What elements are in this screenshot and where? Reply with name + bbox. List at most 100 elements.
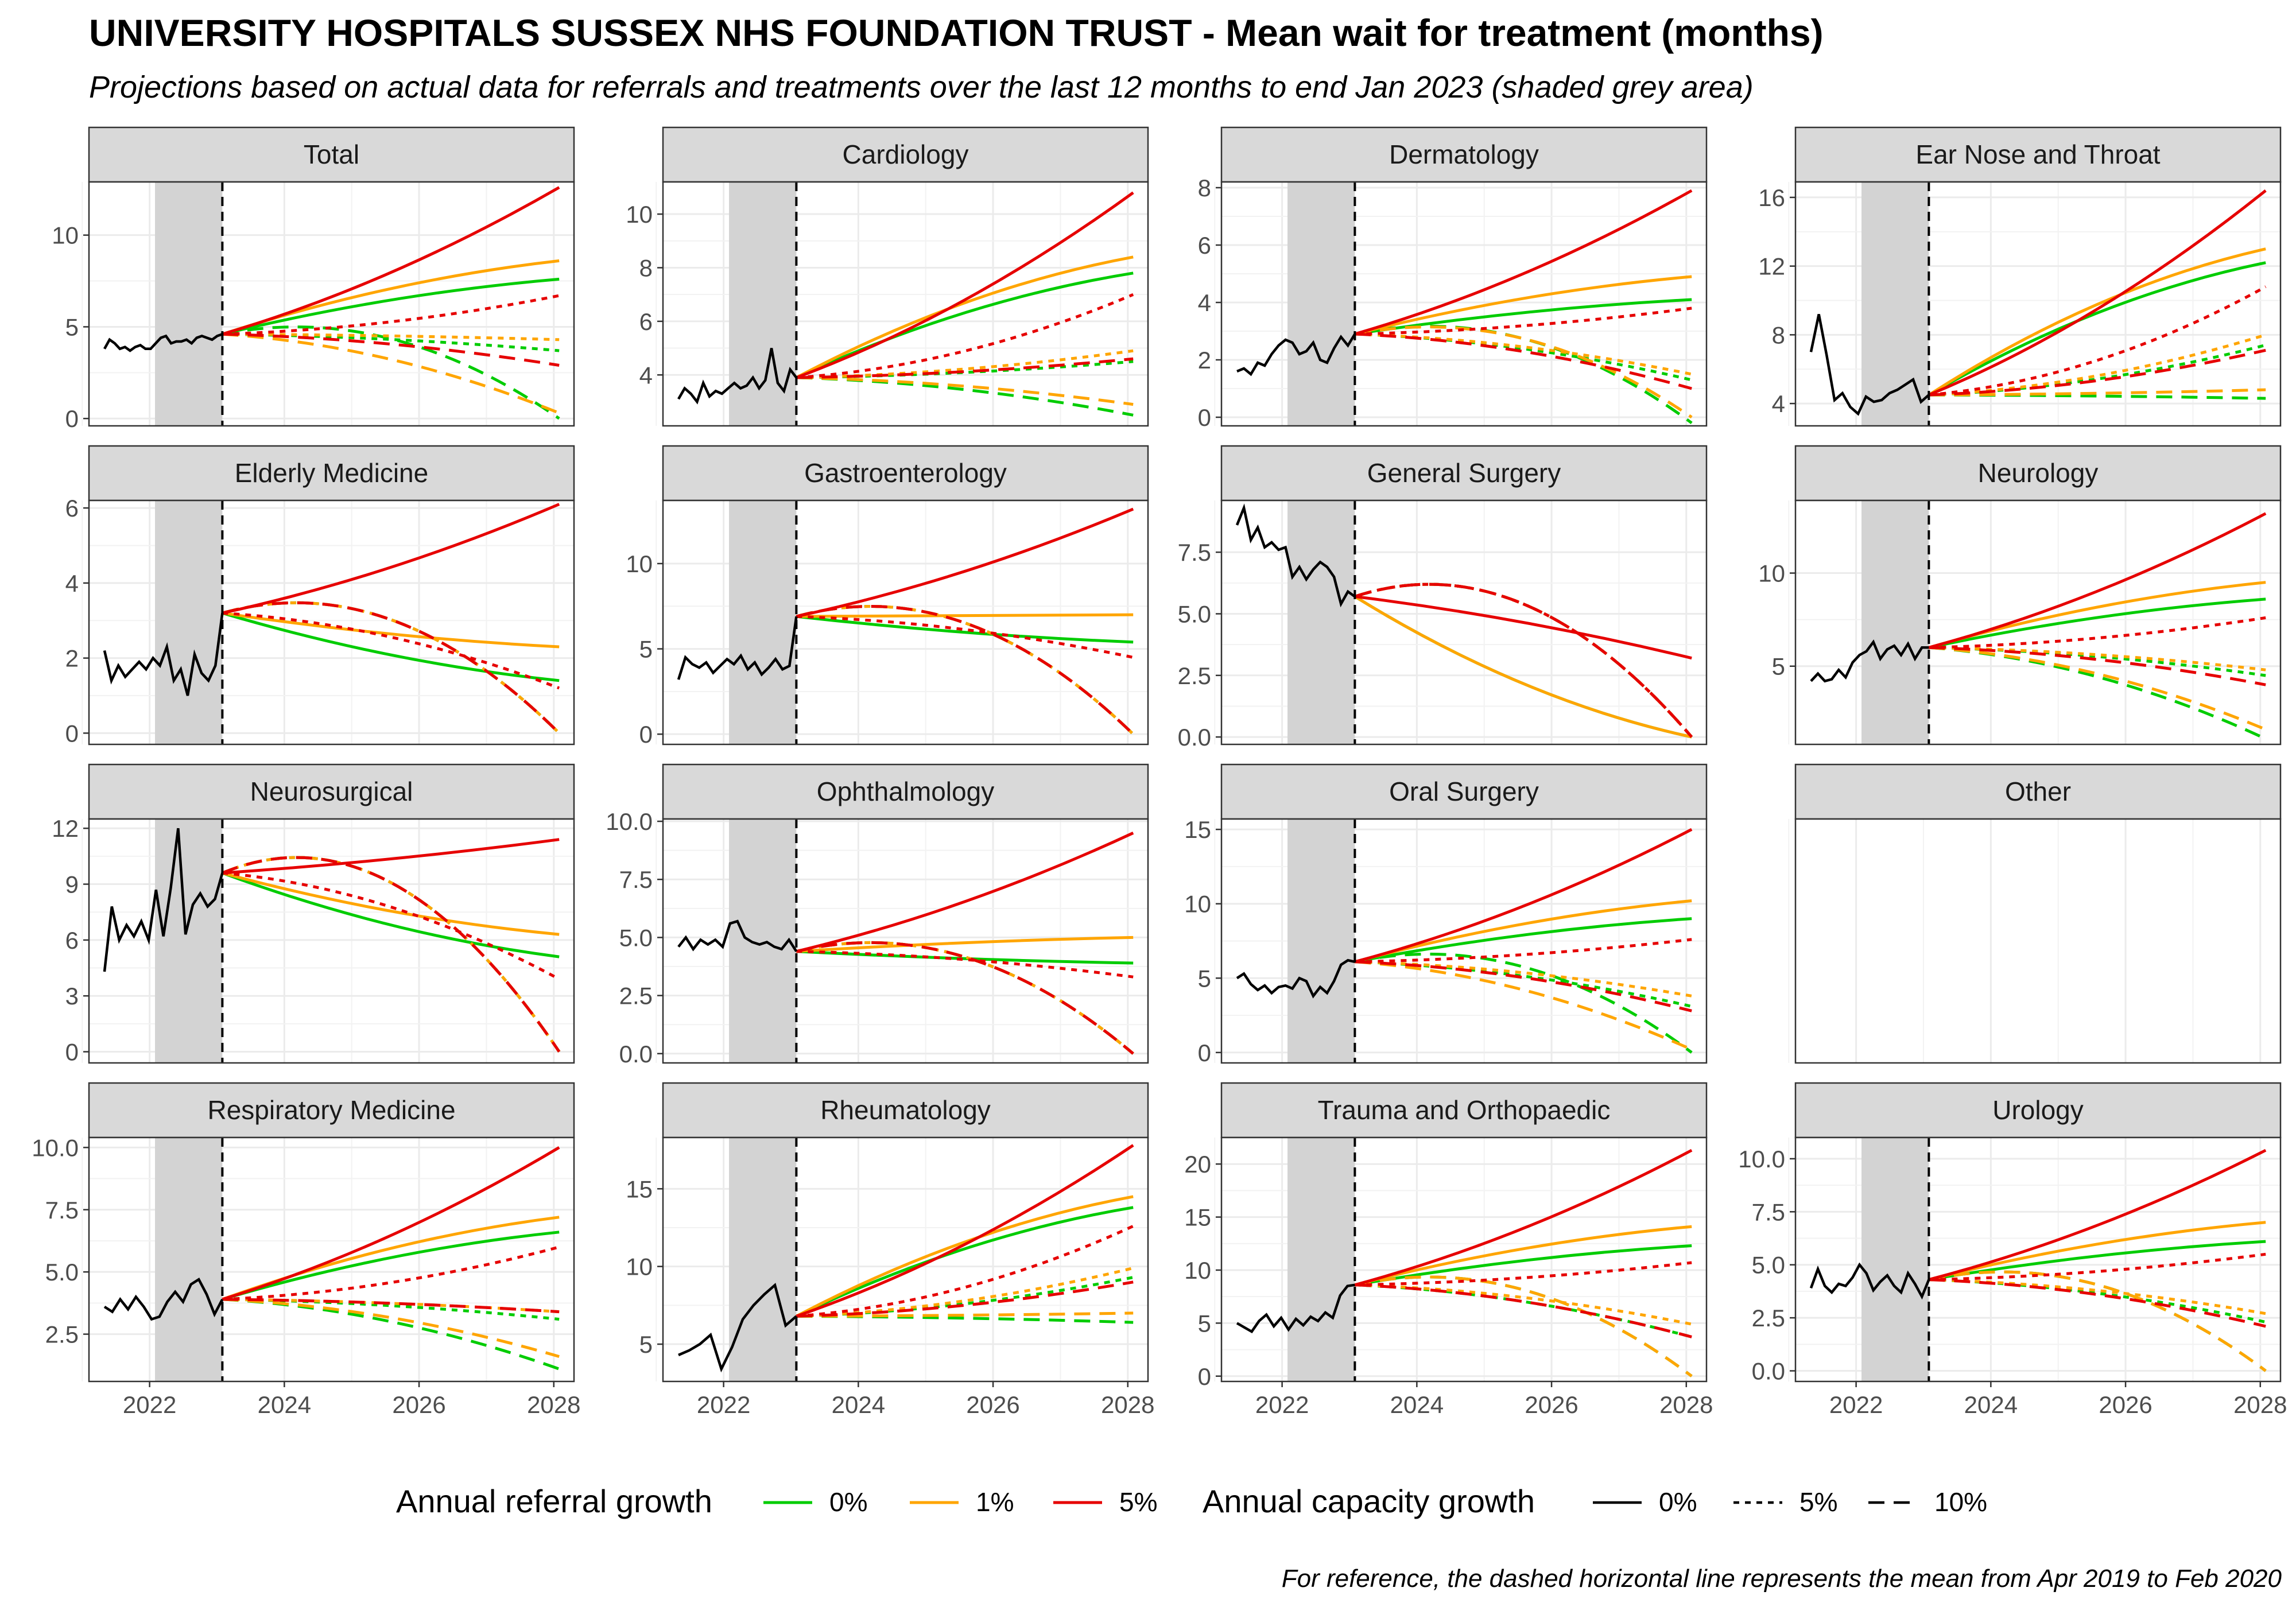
projection-line-red-solid — [222, 1146, 560, 1301]
y-tick-label: 5 — [1198, 965, 1211, 992]
projection-line-red-dotted — [1929, 616, 2266, 649]
projection-line-orange-dotted — [796, 1266, 1134, 1318]
x-tick-label: 2024 — [1964, 1391, 2018, 1418]
projection-line-red-dotted — [1355, 938, 1692, 964]
facet-panel: General Surgery 0.0 2.5 5.0 7.5 — [1178, 445, 1708, 751]
facet-panel: Rheumatology 5 10 15 2022 2024 2026 2028 — [626, 1082, 1155, 1418]
facet-panel: Trauma and Orthopaedic 0 5 10 15 20 2022 2024 20… — [1184, 1082, 1713, 1418]
actual-data-line — [1236, 958, 1355, 999]
legend-item-referral: 1% — [910, 1487, 1014, 1517]
actual-data-line — [103, 1277, 224, 1321]
y-tick-label: 7.5 — [1178, 539, 1211, 566]
projection-line-orange-solid — [1354, 595, 1692, 739]
plot-border — [1794, 1136, 2282, 1383]
facet-panel: Cardiology 4 6 8 10 — [626, 126, 1149, 427]
projection-line-green-solid — [1354, 917, 1692, 964]
facet-strip-label: Ear Nose and Throat — [1915, 139, 2160, 169]
y-tick-label: 8 — [639, 254, 653, 281]
facet-strip — [662, 1082, 1149, 1139]
projection-line-orange-dashed — [796, 376, 1134, 406]
projection-line-green-solid — [1354, 1244, 1692, 1287]
x-tick-label: 2026 — [1525, 1391, 1578, 1418]
projection-line-orange-solid — [222, 611, 560, 649]
shaded-period — [155, 500, 223, 744]
projection-line-red-dashed — [222, 1298, 560, 1314]
projection-line-red-dashed — [1355, 1283, 1692, 1338]
projection-lines — [222, 186, 560, 420]
y-tick-label: 5.0 — [45, 1259, 79, 1286]
projection-line-red-dotted — [222, 611, 560, 690]
y-tick-label: 2 — [1198, 347, 1211, 374]
shaded-period — [729, 182, 797, 426]
projection-line-red-solid — [796, 832, 1134, 953]
projection-line-red-dotted — [1929, 285, 2267, 397]
facet-panel: Total 0 5 10 — [52, 126, 575, 432]
projection-line-red-solid — [1928, 1148, 2267, 1282]
facet-panel: Ophthalmology 0.0 2.5 5.0 7.5 10.0 — [606, 763, 1149, 1068]
legend-capacity-title: Annual capacity growth — [1203, 1483, 1535, 1519]
facet-panel: Oral Surgery 0 5 10 15 — [1184, 763, 1708, 1066]
plot-border — [88, 1136, 575, 1383]
facet-strip — [1220, 445, 1708, 502]
plot-border — [1794, 499, 2282, 746]
projection-lines — [796, 832, 1134, 1055]
facet-panel: Neurosurgical 0 3 6 9 12 — [52, 763, 575, 1066]
x-tick-label: 2024 — [258, 1391, 311, 1418]
facet-strip — [88, 1082, 575, 1139]
y-tick-label: 6 — [65, 927, 79, 954]
projection-line-red-dashed — [796, 1280, 1134, 1318]
shaded-period — [155, 182, 223, 426]
plot-border — [662, 818, 1149, 1064]
y-tick-label: 2.5 — [45, 1321, 79, 1348]
projection-lines — [1354, 583, 1693, 739]
projection-line-green-solid — [1928, 1240, 2266, 1282]
projection-line-orange-solid — [796, 613, 1134, 618]
projection-lines — [222, 838, 561, 1053]
actual-data-line — [103, 333, 223, 352]
y-tick-label: 7.5 — [619, 866, 653, 893]
projection-line-red-dotted — [1354, 583, 1693, 738]
projection-lines — [1354, 189, 1693, 425]
y-tick-label: 12 — [52, 815, 79, 842]
projection-line-orange-dotted — [796, 941, 1134, 1055]
projection-line-red-dotted — [222, 871, 560, 981]
y-tick-label: 6 — [65, 495, 79, 522]
projection-line-orange-solid — [796, 255, 1134, 379]
legend-item-label: 5% — [1799, 1487, 1837, 1517]
y-tick-label: 2.5 — [619, 983, 653, 1010]
shaded-period — [729, 819, 797, 1063]
projection-line-red-solid — [796, 191, 1134, 379]
legend-referral-title: Annual referral growth — [396, 1483, 712, 1519]
shaded-period — [155, 819, 223, 1063]
y-tick-label: 10 — [1184, 891, 1211, 918]
y-tick-label: 4 — [1772, 390, 1785, 417]
plot-border — [662, 499, 1149, 746]
plot-border — [88, 499, 575, 746]
y-tick-label: 5.0 — [1752, 1252, 1785, 1279]
y-tick-label: 15 — [1184, 816, 1211, 843]
projection-line-red-dashed — [796, 605, 1134, 735]
x-tick-label: 2028 — [1659, 1391, 1713, 1418]
projection-lines — [1354, 828, 1693, 1054]
projection-line-orange-dashed — [222, 1298, 560, 1358]
projection-line-red-dashed — [1929, 348, 2266, 397]
legend-item-capacity: 0% — [1593, 1487, 1697, 1517]
y-tick-label: 10 — [52, 222, 79, 249]
shaded-period — [1861, 500, 1929, 744]
shaded-period — [1287, 500, 1355, 744]
projection-line-red-dotted — [796, 950, 1134, 979]
projection-line-orange-dotted — [1929, 333, 2266, 397]
facet-strip-label: Urology — [1992, 1095, 2084, 1125]
projection-line-red-solid — [1354, 189, 1693, 336]
y-tick-label: 5 — [1198, 1310, 1211, 1337]
y-tick-label: 0 — [65, 720, 79, 747]
facet-strip — [1220, 1082, 1708, 1139]
plot-border — [1220, 181, 1708, 427]
facet-strip-label: Ophthalmology — [817, 777, 994, 806]
plot-border — [1220, 818, 1708, 1064]
facet-panel: Ear Nose and Throat 4 8 12 16 — [1758, 126, 2282, 427]
y-tick-label: 8 — [1772, 321, 1785, 348]
y-tick-label: 6 — [1198, 232, 1211, 259]
x-tick-label: 2026 — [392, 1391, 445, 1418]
